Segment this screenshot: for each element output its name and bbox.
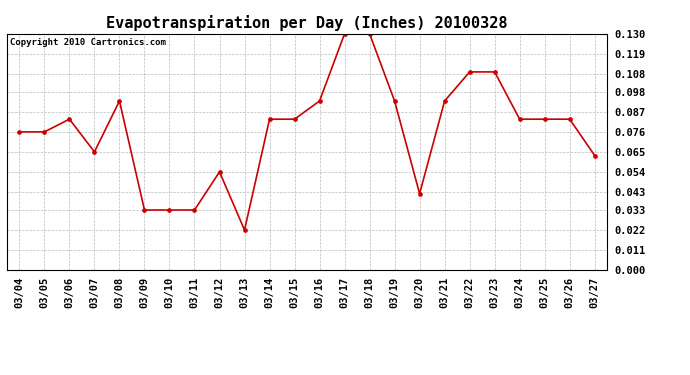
Text: Copyright 2010 Cartronics.com: Copyright 2010 Cartronics.com	[10, 39, 166, 48]
Title: Evapotranspiration per Day (Inches) 20100328: Evapotranspiration per Day (Inches) 2010…	[106, 15, 508, 31]
